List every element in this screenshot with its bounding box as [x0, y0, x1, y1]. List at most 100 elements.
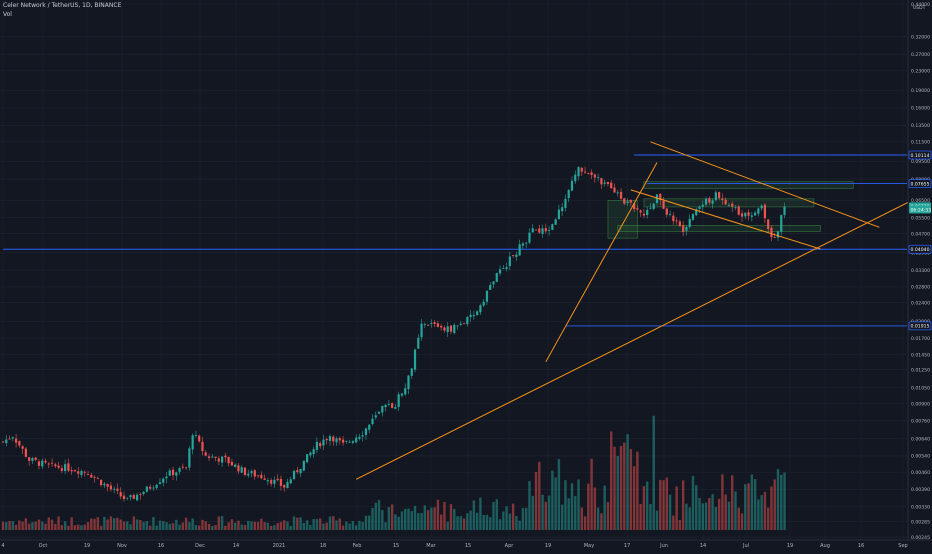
candle-body	[368, 424, 371, 430]
volume-bar	[426, 510, 430, 530]
volume-bar	[695, 485, 698, 530]
volume-bar	[538, 461, 541, 530]
candle-body	[93, 476, 96, 478]
candle-body	[724, 199, 727, 205]
volume-bar	[502, 511, 505, 530]
volume-bar	[361, 521, 364, 530]
candle-body	[60, 468, 63, 471]
candle-body	[708, 198, 711, 203]
candle-body	[682, 225, 685, 233]
candle-body	[564, 198, 567, 208]
candle-body	[113, 488, 116, 490]
candle-body	[619, 191, 623, 199]
volume-bar	[623, 442, 626, 530]
volume-bar	[211, 525, 214, 530]
volume-bar	[632, 466, 636, 530]
time-tick-label: 4	[1, 543, 4, 549]
volume-bar	[188, 522, 191, 530]
time-tick-label: 2021	[273, 543, 286, 549]
candle-body	[721, 198, 724, 201]
volume-bar	[129, 524, 132, 530]
candle-body	[260, 474, 263, 479]
candle-body	[525, 242, 528, 244]
candle-body	[462, 323, 466, 325]
candle-body	[512, 254, 515, 256]
volume-bar	[165, 522, 168, 530]
volume-bar	[106, 519, 109, 530]
candle-body	[152, 487, 155, 489]
candle-body	[655, 194, 659, 203]
volume-bar	[90, 518, 93, 530]
candle-body	[770, 227, 773, 238]
candle-body	[476, 311, 479, 316]
candle-body	[727, 205, 731, 206]
volume-bar	[302, 523, 306, 530]
candle-body	[24, 448, 27, 457]
volume-bar	[67, 525, 70, 530]
candle-body	[355, 437, 358, 443]
candle-body	[678, 221, 681, 227]
volume-bar	[243, 524, 247, 530]
consolidation-zone	[617, 225, 821, 232]
time-tick-label: Oct	[39, 543, 48, 549]
candle-body	[430, 323, 433, 325]
candle-body	[361, 435, 364, 437]
candle-body	[351, 441, 354, 443]
trend-line	[630, 189, 821, 250]
volume-bar	[613, 446, 616, 530]
time-axis[interactable]: 4 Oct 19 Nov 16 Dec 14 2021 18 Feb 15 Mar 15 Apr 19 May…	[0, 539, 932, 549]
price-label-box	[908, 150, 932, 160]
volume-bar	[629, 448, 633, 530]
candle-body	[433, 322, 436, 325]
time-tick-label: 14	[233, 543, 239, 549]
volume-bar	[220, 516, 224, 530]
volume-bar	[269, 525, 273, 530]
volume-bar	[384, 522, 387, 530]
volume-bar	[142, 521, 145, 530]
candle-body	[711, 200, 714, 204]
volume-bar	[315, 518, 319, 530]
candle-body	[551, 224, 554, 230]
candle-body	[783, 206, 786, 216]
volume-bar	[8, 521, 11, 530]
candle-body	[338, 438, 341, 441]
candle-body	[623, 198, 626, 204]
volume-bar	[744, 484, 747, 530]
volume-bar	[276, 522, 279, 530]
volume-bar	[338, 518, 342, 530]
volume-bar	[253, 521, 256, 530]
time-tick-label: Jun	[659, 543, 668, 549]
symbol-header[interactable]: Celer Network / TetherUS, 1D, BINANCE	[3, 2, 122, 9]
volume-bar	[230, 519, 234, 530]
price-tick-label: 0.11500	[911, 140, 930, 146]
volume-indicator-label[interactable]: Vol	[3, 11, 12, 18]
volume-bar	[616, 455, 619, 530]
volume-bar	[763, 491, 767, 530]
time-tick-label: 17	[624, 543, 630, 549]
candle-body	[469, 314, 472, 318]
volume-bar	[734, 491, 737, 530]
volume-bar	[214, 525, 217, 530]
volume-bar	[1, 521, 5, 530]
volume-bar	[570, 483, 574, 530]
candle-body	[760, 205, 763, 209]
consolidation-zone	[643, 181, 854, 189]
volume-bar	[41, 521, 44, 530]
volume-bar	[135, 519, 139, 530]
candle-body	[659, 193, 662, 200]
candle-body	[436, 323, 440, 327]
candle-body	[358, 436, 361, 439]
volume-bar	[158, 520, 162, 530]
candle-body	[734, 206, 737, 208]
candle-body	[250, 471, 253, 474]
candle-body	[348, 441, 351, 443]
volume-bar	[126, 521, 129, 530]
time-tick-label: 19	[787, 543, 793, 549]
candle-body	[423, 324, 426, 326]
candle-body	[750, 215, 753, 217]
candle-body	[394, 407, 397, 409]
price-tick-label: 0.00760	[911, 419, 930, 425]
